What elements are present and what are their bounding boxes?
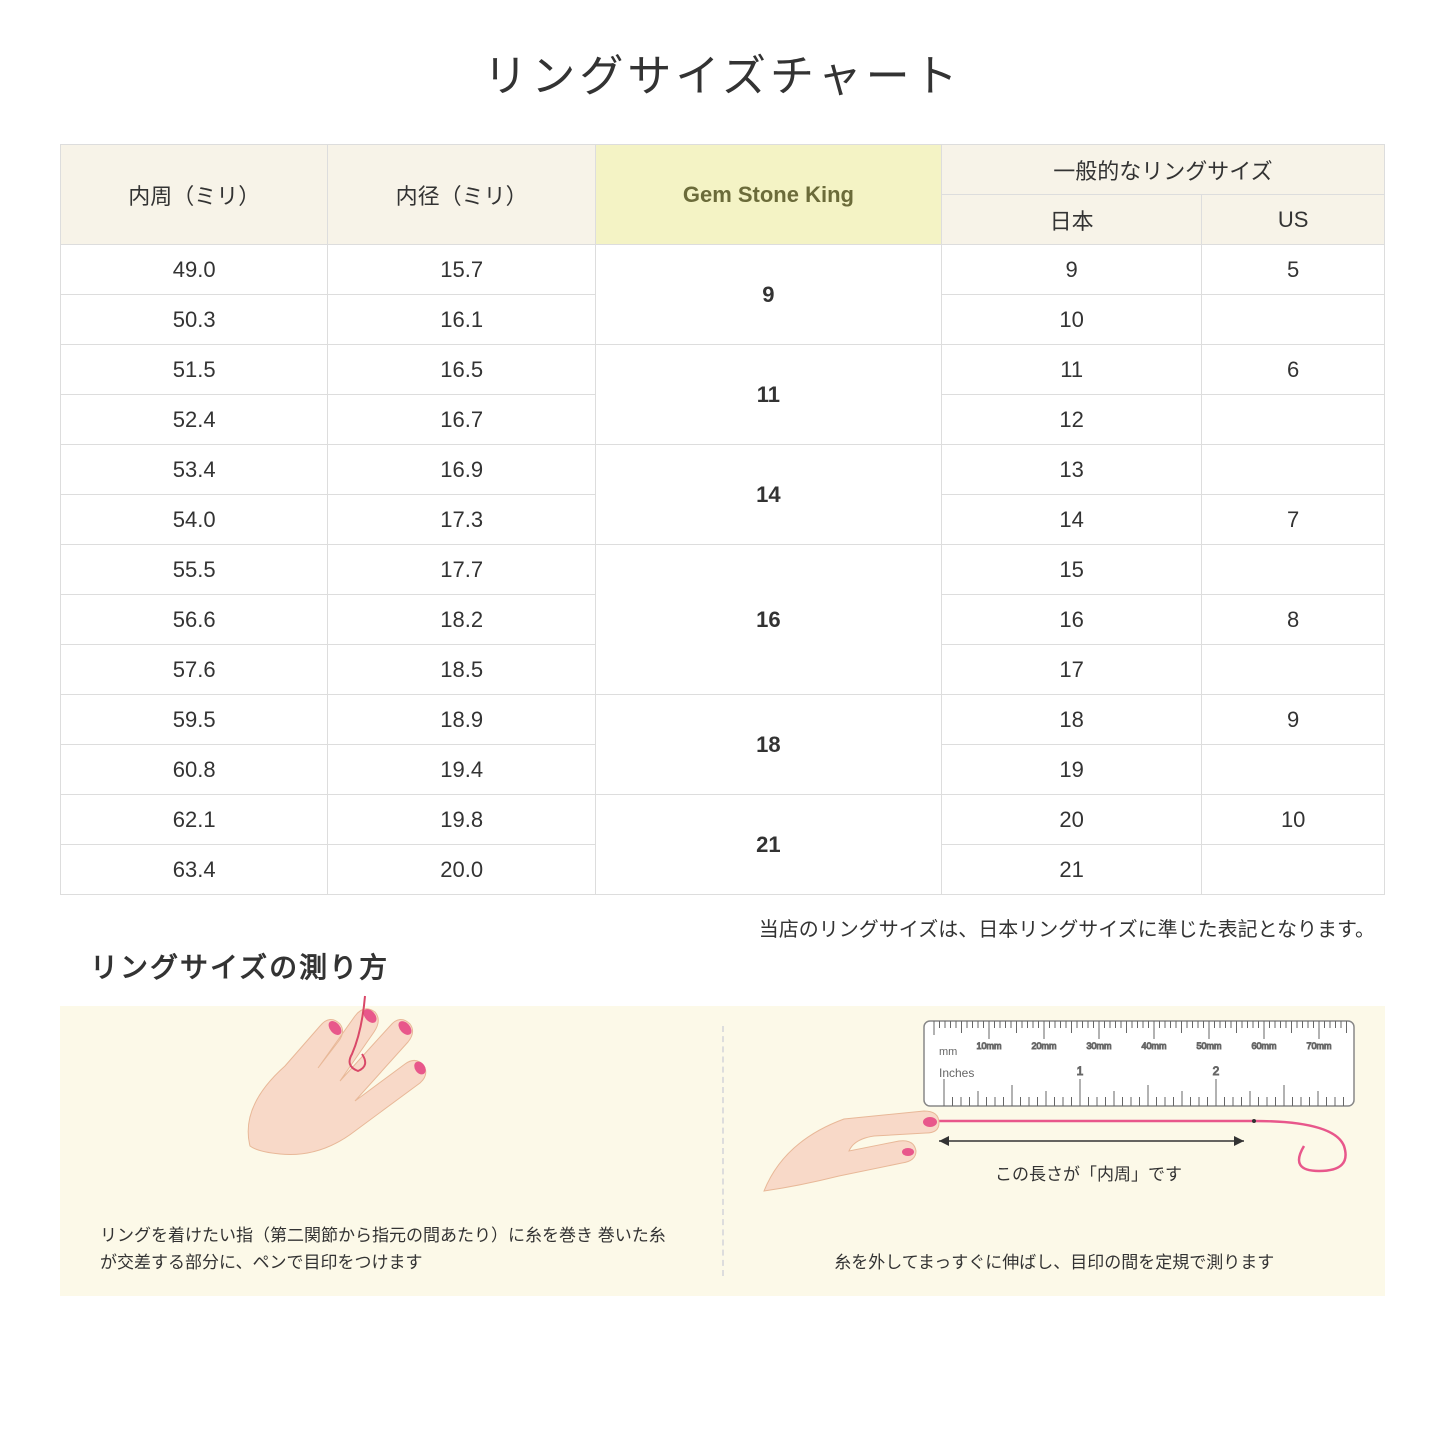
- table-note: 当店のリングサイズは、日本リングサイズに準じた表記となります。: [60, 913, 1385, 942]
- ruler-inches-label: Inches: [939, 1066, 974, 1080]
- table-row: 62.119.8212010: [61, 795, 1385, 845]
- cell-diameter: 17.3: [328, 495, 595, 545]
- hand-wrap-illustration: [190, 986, 570, 1176]
- cell-diameter: 16.5: [328, 345, 595, 395]
- table-row: 53.416.91413: [61, 445, 1385, 495]
- header-us: US: [1202, 195, 1385, 245]
- cell-circumference: 57.6: [61, 645, 328, 695]
- cell-circumference: 59.5: [61, 695, 328, 745]
- left-caption: リングを着けたい指（第二関節から指元の間あたり）に糸を巻き 巻いた糸が交差する部…: [100, 1222, 682, 1276]
- cell-us: [1202, 395, 1385, 445]
- cell-us: 8: [1202, 595, 1385, 645]
- cell-diameter: 16.9: [328, 445, 595, 495]
- cell-us: [1202, 295, 1385, 345]
- measure-title: リングサイズの測り方: [90, 946, 1385, 986]
- svg-text:2: 2: [1212, 1064, 1219, 1078]
- cell-japan: 15: [941, 545, 1201, 595]
- cell-japan: 11: [941, 345, 1201, 395]
- svg-text:20mm: 20mm: [1031, 1041, 1056, 1051]
- cell-circumference: 60.8: [61, 745, 328, 795]
- cell-circumference: 52.4: [61, 395, 328, 445]
- svg-text:60mm: 60mm: [1251, 1041, 1276, 1051]
- cell-japan: 17: [941, 645, 1201, 695]
- ruler-measurement-label: この長さが「内周」です: [924, 1160, 1254, 1185]
- cell-japan: 19: [941, 745, 1201, 795]
- table-row: 55.517.71615: [61, 545, 1385, 595]
- cell-diameter: 15.7: [328, 245, 595, 295]
- cell-japan: 20: [941, 795, 1201, 845]
- cell-us: 5: [1202, 245, 1385, 295]
- cell-japan: 16: [941, 595, 1201, 645]
- table-row: 49.015.7995: [61, 245, 1385, 295]
- cell-diameter: 17.7: [328, 545, 595, 595]
- header-circumference: 内周（ミリ）: [61, 145, 328, 245]
- cell-us: [1202, 745, 1385, 795]
- cell-diameter: 16.7: [328, 395, 595, 445]
- cell-us: [1202, 845, 1385, 895]
- cell-japan: 13: [941, 445, 1201, 495]
- header-diameter: 内径（ミリ）: [328, 145, 595, 245]
- cell-gsk: 18: [595, 695, 941, 795]
- svg-text:30mm: 30mm: [1086, 1041, 1111, 1051]
- cell-circumference: 55.5: [61, 545, 328, 595]
- right-caption: 糸を外してまっすぐに伸ばし、目印の間を定規で測ります: [764, 1249, 1346, 1276]
- cell-circumference: 56.6: [61, 595, 328, 645]
- cell-us: [1202, 645, 1385, 695]
- page-title: リングサイズチャート: [60, 40, 1385, 104]
- cell-circumference: 63.4: [61, 845, 328, 895]
- cell-diameter: 18.9: [328, 695, 595, 745]
- cell-us: 7: [1202, 495, 1385, 545]
- cell-japan: 18: [941, 695, 1201, 745]
- svg-text:50mm: 50mm: [1196, 1041, 1221, 1051]
- instruction-right: 10mm 20mm 30mm 40mm 50mm 60mm 70mm mm Inches 1…: [724, 1006, 1386, 1296]
- cell-gsk: 14: [595, 445, 941, 545]
- instructions-panel: リングを着けたい指（第二関節から指元の間あたり）に糸を巻き 巻いた糸が交差する部…: [60, 1006, 1385, 1296]
- cell-japan: 10: [941, 295, 1201, 345]
- svg-text:10mm: 10mm: [976, 1041, 1001, 1051]
- cell-diameter: 20.0: [328, 845, 595, 895]
- cell-japan: 21: [941, 845, 1201, 895]
- cell-diameter: 19.8: [328, 795, 595, 845]
- cell-gsk: 16: [595, 545, 941, 695]
- cell-japan: 12: [941, 395, 1201, 445]
- header-gsk: Gem Stone King: [595, 145, 941, 245]
- table-row: 51.516.511116: [61, 345, 1385, 395]
- cell-japan: 9: [941, 245, 1201, 295]
- cell-diameter: 18.2: [328, 595, 595, 645]
- cell-diameter: 19.4: [328, 745, 595, 795]
- table-row: 59.518.918189: [61, 695, 1385, 745]
- svg-text:70mm: 70mm: [1306, 1041, 1331, 1051]
- cell-circumference: 62.1: [61, 795, 328, 845]
- cell-gsk: 21: [595, 795, 941, 895]
- cell-circumference: 53.4: [61, 445, 328, 495]
- cell-circumference: 54.0: [61, 495, 328, 545]
- cell-circumference: 49.0: [61, 245, 328, 295]
- cell-us: 10: [1202, 795, 1385, 845]
- svg-text:1: 1: [1076, 1064, 1083, 1078]
- header-japan: 日本: [941, 195, 1201, 245]
- cell-diameter: 18.5: [328, 645, 595, 695]
- cell-us: 9: [1202, 695, 1385, 745]
- cell-us: 6: [1202, 345, 1385, 395]
- cell-gsk: 11: [595, 345, 941, 445]
- ruler-mm-label: mm: [939, 1046, 957, 1058]
- header-general: 一般的なリングサイズ: [941, 145, 1384, 195]
- cell-gsk: 9: [595, 245, 941, 345]
- svg-text:40mm: 40mm: [1141, 1041, 1166, 1051]
- cell-us: [1202, 545, 1385, 595]
- instruction-left: リングを着けたい指（第二関節から指元の間あたり）に糸を巻き 巻いた糸が交差する部…: [60, 1006, 722, 1296]
- cell-circumference: 50.3: [61, 295, 328, 345]
- cell-diameter: 16.1: [328, 295, 595, 345]
- cell-circumference: 51.5: [61, 345, 328, 395]
- cell-japan: 14: [941, 495, 1201, 545]
- size-chart-table: 内周（ミリ） 内径（ミリ） Gem Stone King 一般的なリングサイズ …: [60, 144, 1385, 895]
- cell-us: [1202, 445, 1385, 495]
